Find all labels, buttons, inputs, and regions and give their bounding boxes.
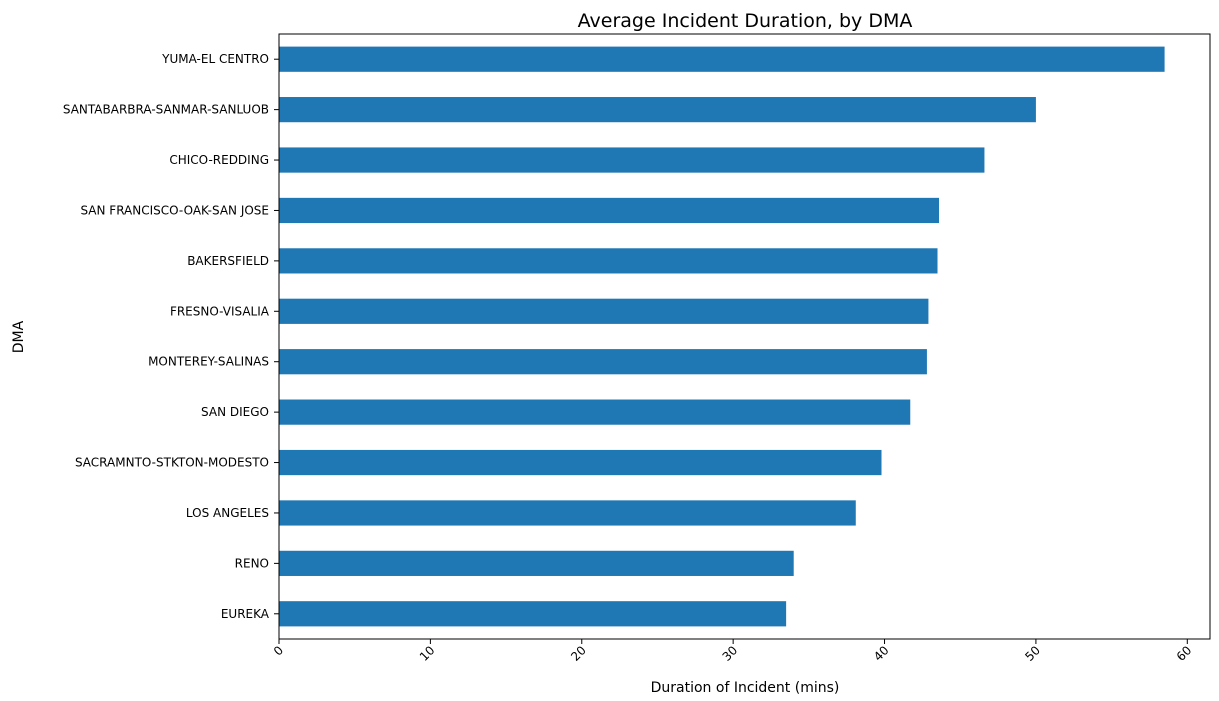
plot-frame: [278, 33, 1211, 640]
y-axis-title: DMA: [11, 320, 27, 353]
bars-layer: [279, 46, 1165, 627]
bar: [279, 601, 787, 627]
bar: [279, 550, 794, 576]
bar: [279, 197, 940, 224]
y-tick-label: SAN FRANCISCO-OAK-SAN JOSE: [80, 203, 269, 217]
x-tick-label: 30: [720, 643, 741, 664]
x-tick-label: 50: [1022, 643, 1043, 664]
bar: [279, 500, 856, 526]
y-tick-label: SANTABARBRA-SANMAR-SANLUOB: [63, 103, 269, 117]
x-axis-title: Duration of Incident (mins): [651, 680, 840, 696]
y-ticks: YUMA-EL CENTRO SANTABARBRA-SANMAR-SANLUOB…: [63, 52, 279, 621]
x-tick-label: 0: [271, 643, 286, 658]
x-tick-label: 60: [1174, 643, 1195, 664]
chart-title: Average Incident Duration, by DMA: [578, 10, 913, 32]
bar: [279, 97, 1036, 123]
x-ticks: 0 10 20 30 40 50 60: [271, 639, 1195, 664]
y-tick-label: EUREKA: [221, 607, 270, 621]
bar: [279, 449, 882, 476]
bar: [279, 46, 1165, 72]
x-tick-label: 20: [568, 643, 589, 664]
bar: [279, 349, 927, 375]
y-tick-label: SACRAMNTO-STKTON-MODESTO: [75, 456, 269, 470]
y-tick-label: MONTEREY-SALINAS: [148, 355, 269, 369]
bar: [279, 298, 929, 324]
y-tick-label: YUMA-EL CENTRO: [161, 52, 269, 66]
y-tick-label: SAN DIEGO: [201, 405, 269, 419]
y-tick-label: CHICO-REDDING: [169, 153, 269, 167]
bar: [279, 147, 985, 173]
y-tick-label: BAKERSFIELD: [187, 254, 269, 268]
x-tick-label: 10: [417, 643, 438, 664]
y-tick-label: FRESNO-VISALIA: [170, 304, 270, 318]
x-tick-label: 40: [871, 643, 892, 664]
y-tick-label: RENO: [235, 556, 269, 570]
y-tick-label: LOS ANGELES: [186, 506, 269, 520]
bar: [279, 248, 938, 274]
bar: [279, 399, 911, 425]
